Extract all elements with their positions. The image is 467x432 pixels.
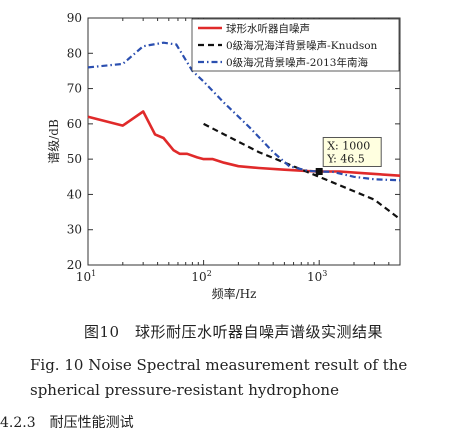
- datatip-marker: [315, 167, 323, 175]
- x-axis-label: 频率/Hz: [212, 286, 257, 301]
- section-heading: 4.2.3 耐压性能测试: [0, 415, 134, 431]
- y-tick-label: 30: [67, 223, 82, 237]
- x-tick-label: 103: [307, 269, 327, 284]
- series-line-3: [87, 41, 401, 182]
- y-tick-label: 20: [67, 258, 82, 272]
- y-tick-label: 60: [67, 117, 82, 131]
- y-tick-label: 50: [67, 152, 82, 166]
- y-axis-label: 谱级/dB: [47, 119, 61, 164]
- datatip-box: [322, 136, 382, 167]
- datatip-x-label: X: 1000: [327, 139, 370, 152]
- legend-label-2: 0级海况海洋背景噪声-Knudson: [226, 39, 378, 52]
- y-tick-label: 70: [67, 82, 82, 96]
- legend-label-3: 0级海况背景噪声-2013年南海: [226, 56, 368, 69]
- legend-label-1: 球形水听器自噪声: [226, 22, 310, 35]
- noise-spectrum-chart: 20 30 40 50 60 70 80 90 101 102 103 频率/Hz 谱级/dB X: 10…: [47, 11, 401, 301]
- y-tick-label: 40: [67, 187, 82, 201]
- legend-box: [191, 18, 400, 72]
- x-tick-label: 102: [191, 269, 211, 284]
- datatip-y-label: Y: 46.5: [326, 152, 365, 165]
- figure-caption-chinese: 图10 球形耐压水听器自噪声谱级实测结果: [83, 323, 384, 341]
- figure-caption-english-line1: Fig. 10 Noise Spectral measurement resul…: [30, 356, 408, 374]
- y-tick-label: 90: [67, 11, 82, 25]
- figure-caption-english-line2: spherical pressure-resistant hydrophone: [30, 381, 339, 399]
- y-tick-label: 80: [67, 46, 82, 60]
- series-line-2: [203, 122, 401, 220]
- x-tick-label: 101: [76, 269, 96, 284]
